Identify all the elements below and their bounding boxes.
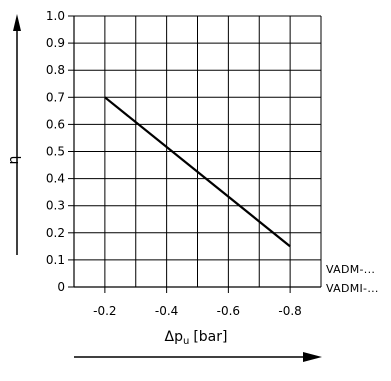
chart-grid	[74, 15, 321, 287]
x-tick-label: -0.6	[217, 304, 240, 318]
y-axis-label: η	[6, 156, 22, 165]
x-tick-label: -0.4	[155, 304, 178, 318]
y-tick-label: 0.4	[46, 172, 65, 186]
x-axis-label-symbol: Δp	[165, 329, 184, 345]
y-tick-label: 0.6	[46, 117, 65, 131]
y-axis-ticks: 0 0.1 0.2 0.3 0.4 0.5 0.6 0.7 0.8 0.9 1.0	[46, 9, 74, 294]
annotation-vadm: VADM-...	[326, 263, 375, 276]
annotation-vadmi: VADMI-...	[326, 282, 379, 295]
y-tick-label: 0.5	[46, 145, 65, 159]
y-tick-label: 0.8	[46, 63, 65, 77]
x-axis-arrow-head	[303, 352, 322, 362]
y-tick-label: 0.1	[46, 253, 65, 267]
x-axis-label: Δpu [bar]	[165, 329, 228, 347]
chart-series	[104, 96, 291, 248]
y-tick-label: 0.7	[46, 90, 65, 104]
y-tick-label: 1.0	[46, 9, 65, 23]
y-tick-label: 0.2	[46, 226, 65, 240]
y-tick-label: 0.9	[46, 36, 65, 50]
x-axis-label-subscript: u	[183, 336, 189, 347]
x-axis-label-unit: [bar]	[193, 329, 227, 345]
y-axis-arrow-head	[13, 14, 21, 31]
x-tick-label: -0.8	[278, 304, 301, 318]
x-axis-ticks: -0.2 -0.4 -0.6 -0.8	[93, 287, 302, 318]
y-tick-label: 0	[57, 280, 65, 294]
y-tick-label: 0.3	[46, 199, 65, 213]
x-tick-label: -0.2	[93, 304, 116, 318]
series-line	[104, 96, 291, 248]
